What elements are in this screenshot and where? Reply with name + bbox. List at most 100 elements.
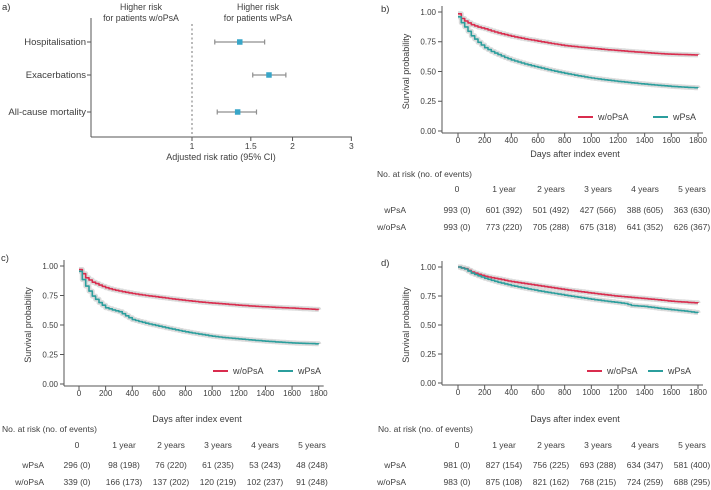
x-tick-label: 400 xyxy=(126,389,140,398)
x-tick-label: 1200 xyxy=(609,388,627,397)
risk-column-header: 5 years xyxy=(678,184,706,194)
risk-cell: 120 (219) xyxy=(199,477,237,487)
x-tick-label: 1600 xyxy=(283,389,301,398)
legend-label-wPsA: wPsA xyxy=(297,366,321,376)
y-tick-label: 0.25 xyxy=(420,350,436,359)
risk-cell: 773 (220) xyxy=(485,222,523,232)
x-tick-label: 400 xyxy=(505,388,519,397)
x-tick-label: 1400 xyxy=(257,389,275,398)
x-tick-label: 1800 xyxy=(689,136,707,145)
x-tick-label: 800 xyxy=(558,388,572,397)
x-tick-label: 200 xyxy=(478,388,492,397)
x-tick-label: 200 xyxy=(478,136,492,145)
risk-cell: 581 (400) xyxy=(673,460,711,470)
x-tick-label: 1400 xyxy=(636,136,654,145)
risk-cell: 501 (492) xyxy=(532,205,570,215)
estimate-marker xyxy=(237,39,243,45)
risk-column-header: 3 years xyxy=(584,184,612,194)
x-tick-label: 1000 xyxy=(582,136,600,145)
x-tick-label: 1200 xyxy=(609,136,627,145)
risk-cell: 768 (215) xyxy=(579,477,617,487)
risk-cell: 626 (367) xyxy=(673,222,711,232)
x-tick-label: 200 xyxy=(99,389,113,398)
risk-row-label: w/oPsA xyxy=(377,222,406,232)
risk-table-b: No. at risk (no. of events) 0 1 year 2 year… xyxy=(360,0,711,248)
risk-cell: 641 (352) xyxy=(626,222,664,232)
risk-column-header: 5 years xyxy=(678,440,706,450)
x-tick-label: 800 xyxy=(179,389,193,398)
panel-d-km-chart: d) 0.00 0.25 0.50 0.75 1.00 0 200 400 600 800 1000… xyxy=(360,248,711,490)
survival-curve-w/oPsA xyxy=(458,13,699,56)
survival-curve-w/oPsA xyxy=(79,268,320,311)
legend-label-w/oPsA: w/oPsA xyxy=(606,366,638,376)
panel-c-km-chart: c) 0.00 0.25 0.50 0.75 1.00 0 200 400 600 800 1000… xyxy=(0,248,360,490)
y-axis-title: Survival probability xyxy=(401,287,411,363)
y-tick-label: 0.25 xyxy=(42,350,58,359)
risk-row-label: w/oPsA xyxy=(377,477,406,487)
x-tick-label: 1600 xyxy=(662,136,680,145)
survival-curve-w/oPsA xyxy=(458,266,699,304)
x-tick-label: 0 xyxy=(456,388,461,397)
x-tick-label: 600 xyxy=(152,389,166,398)
legend-label-w/oPsA: w/oPsA xyxy=(232,366,264,376)
y-tick-label: 0.50 xyxy=(420,67,436,76)
risk-column-header: 2 years xyxy=(157,440,185,450)
risk-cell: 705 (288) xyxy=(532,222,570,232)
risk-column-header: 5 years xyxy=(298,440,326,450)
risk-column-header: 0 xyxy=(454,440,460,450)
x-tick-label: 1.5 xyxy=(245,141,257,151)
risk-cell: 693 (288) xyxy=(579,460,617,470)
risk-cell: 981 (0) xyxy=(443,460,471,470)
forest-row-label: All-cause mortality xyxy=(8,107,86,118)
risk-column-header: 1 year xyxy=(112,440,136,450)
risk-cell: 102 (237) xyxy=(246,477,284,487)
x-tick-label: 1800 xyxy=(689,388,707,397)
panel-letter-d: d) xyxy=(381,258,390,269)
y-axis-title: Survival probability xyxy=(23,287,33,363)
risk-cell: 827 (154) xyxy=(485,460,523,470)
risk-column-header: 2 years xyxy=(537,184,565,194)
risk-cell: 48 (248) xyxy=(296,460,328,470)
risk-row-label: wPsA xyxy=(384,205,406,215)
forest-row-label: Exacerbations xyxy=(26,70,86,81)
risk-column-header: 0 xyxy=(74,440,80,450)
risk-cell: 427 (566) xyxy=(579,205,617,215)
risk-row-label: wPsA xyxy=(22,460,44,470)
legend-label-wPsA: wPsA xyxy=(672,112,696,122)
risk-column-header: 0 xyxy=(454,184,460,194)
x-tick-label: 2 xyxy=(290,141,295,151)
risk-row-label: w/oPsA xyxy=(15,477,44,487)
risk-cell: 601 (392) xyxy=(485,205,523,215)
y-tick-label: 0.75 xyxy=(420,38,436,47)
x-tick-label: 3 xyxy=(349,141,354,151)
risk-cell: 61 (235) xyxy=(202,460,234,470)
risk-cell: 296 (0) xyxy=(63,460,91,470)
y-tick-label: 0.25 xyxy=(420,97,436,106)
risk-cell: 98 (198) xyxy=(108,460,140,470)
x-tick-label: 1 xyxy=(190,141,195,151)
risk-cell: 53 (243) xyxy=(249,460,281,470)
y-tick-label: 0.50 xyxy=(420,321,436,330)
risk-cell: 875 (108) xyxy=(485,477,523,487)
estimate-marker xyxy=(266,72,272,78)
y-tick-label: 0.75 xyxy=(420,292,436,301)
x-tick-label: 1000 xyxy=(203,389,221,398)
y-tick-label: 0.50 xyxy=(42,321,58,330)
survival-curve-wPsA xyxy=(79,270,320,345)
x-tick-label: 600 xyxy=(531,136,545,145)
risk-cell: 821 (162) xyxy=(532,477,570,487)
risk-cell: 983 (0) xyxy=(443,477,471,487)
risk-cell: 675 (318) xyxy=(579,222,617,232)
x-axis-title: Days after index event xyxy=(152,414,242,424)
x-axis-title: Days after index event xyxy=(530,414,620,424)
km-plot-b-canvas: 0.00 0.25 0.50 0.75 1.00 0 200 400 600 800 1000 120… xyxy=(401,6,707,159)
risk-column-header: 4 years xyxy=(631,440,659,450)
risk-column-header: 4 years xyxy=(251,440,279,450)
risk-column-header: 2 years xyxy=(537,440,565,450)
risk-row-label: wPsA xyxy=(384,460,406,470)
left-header-line1: Higher risk xyxy=(120,2,163,12)
risk-cell: 634 (347) xyxy=(626,460,664,470)
risk-cell: 137 (202) xyxy=(152,477,190,487)
x-tick-label: 600 xyxy=(531,388,545,397)
